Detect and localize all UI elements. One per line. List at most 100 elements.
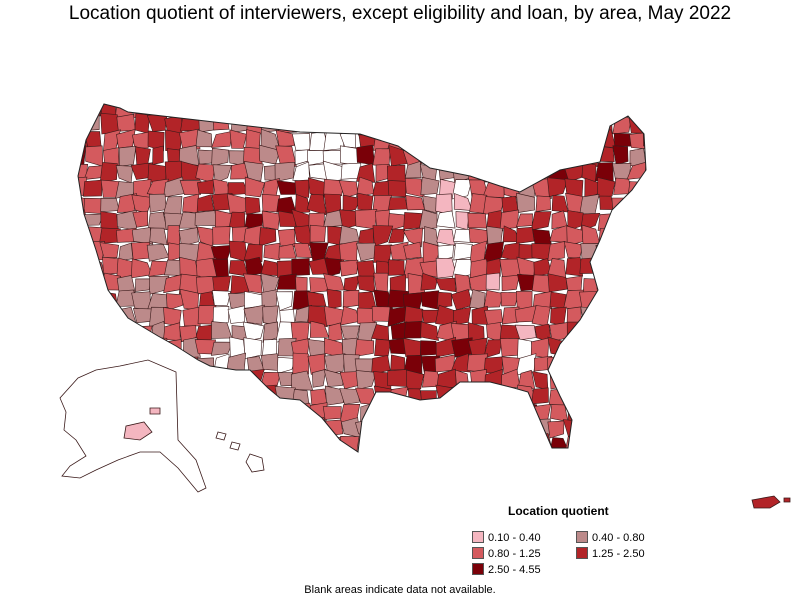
area-region bbox=[645, 353, 646, 374]
area-region bbox=[163, 322, 181, 341]
area-region bbox=[181, 368, 202, 389]
legend-swatch bbox=[576, 531, 588, 543]
area-region bbox=[294, 304, 313, 323]
area-region bbox=[628, 307, 646, 326]
area-region bbox=[613, 453, 631, 470]
area-region bbox=[324, 114, 345, 135]
area-region bbox=[258, 227, 277, 247]
area-region bbox=[518, 416, 534, 438]
area-region bbox=[597, 353, 615, 371]
legend-swatch bbox=[472, 547, 484, 559]
area-region bbox=[402, 227, 424, 248]
hawaii-island-1 bbox=[215, 431, 227, 441]
area-region bbox=[450, 131, 468, 149]
area-region bbox=[228, 449, 248, 452]
area-region bbox=[371, 104, 393, 118]
area-region bbox=[99, 162, 118, 184]
area-region bbox=[309, 224, 327, 243]
area-region bbox=[613, 273, 631, 294]
area-region bbox=[643, 245, 646, 264]
area-region bbox=[245, 421, 264, 439]
area-region bbox=[227, 305, 245, 324]
area-region bbox=[516, 113, 538, 132]
area-region bbox=[180, 112, 201, 132]
area-region bbox=[422, 401, 439, 419]
area-region bbox=[499, 129, 520, 151]
area-region bbox=[323, 178, 345, 198]
area-region bbox=[436, 291, 453, 309]
area-region bbox=[469, 436, 487, 452]
area-region bbox=[551, 194, 569, 213]
area-region bbox=[323, 369, 346, 387]
area-region bbox=[597, 453, 617, 471]
area-region bbox=[405, 369, 425, 391]
area-region bbox=[596, 322, 617, 339]
area-region bbox=[435, 277, 457, 293]
area-region bbox=[119, 145, 137, 167]
area-region bbox=[532, 133, 549, 151]
area-region bbox=[594, 162, 614, 181]
area-region bbox=[643, 321, 646, 341]
area-region bbox=[547, 177, 568, 197]
area-region bbox=[148, 211, 168, 230]
area-region bbox=[115, 165, 134, 184]
area-region bbox=[403, 241, 422, 260]
area-region bbox=[582, 340, 601, 360]
area-region bbox=[211, 321, 233, 339]
area-region bbox=[611, 435, 630, 452]
legend-swatch bbox=[472, 531, 484, 543]
area-region bbox=[323, 353, 346, 375]
area-region bbox=[179, 180, 202, 195]
area-region bbox=[131, 291, 151, 312]
area-region bbox=[627, 181, 646, 198]
area-region bbox=[642, 128, 646, 147]
area-region bbox=[291, 370, 314, 391]
area-region bbox=[197, 452, 213, 468]
area-region bbox=[452, 160, 472, 183]
area-region bbox=[242, 104, 262, 118]
area-region bbox=[580, 433, 600, 452]
area-region bbox=[196, 372, 215, 390]
area-region bbox=[486, 257, 501, 278]
area-region bbox=[483, 450, 501, 452]
area-region bbox=[261, 210, 281, 230]
area-region bbox=[372, 148, 391, 167]
area-region bbox=[453, 384, 471, 407]
area-region bbox=[403, 104, 425, 119]
area-region bbox=[419, 434, 441, 452]
area-region bbox=[643, 117, 646, 135]
area-region bbox=[485, 272, 501, 291]
area-region bbox=[645, 194, 646, 214]
area-region bbox=[420, 272, 438, 291]
area-region bbox=[372, 225, 394, 247]
area-region bbox=[515, 213, 533, 228]
area-region bbox=[163, 196, 183, 216]
area-region bbox=[484, 403, 505, 421]
area-region bbox=[212, 275, 232, 294]
area-region bbox=[276, 356, 296, 375]
area-region bbox=[597, 368, 615, 389]
area-region bbox=[629, 147, 646, 168]
area-region bbox=[244, 403, 265, 422]
area-region bbox=[115, 338, 137, 359]
area-region bbox=[629, 436, 646, 452]
area-region bbox=[78, 224, 86, 246]
area-region bbox=[78, 131, 89, 148]
legend-item-3: 1.25 - 2.50 bbox=[576, 547, 645, 561]
area-region bbox=[78, 259, 90, 278]
area-region bbox=[291, 133, 311, 151]
legend-item-1: 0.40 - 0.80 bbox=[576, 531, 645, 545]
area-region bbox=[387, 180, 407, 198]
area-region bbox=[547, 241, 566, 262]
area-region bbox=[135, 146, 151, 166]
area-region bbox=[389, 435, 408, 452]
area-region bbox=[564, 389, 584, 407]
area-region bbox=[167, 242, 181, 262]
area-region bbox=[196, 194, 215, 212]
area-region bbox=[420, 176, 440, 196]
area-region bbox=[643, 450, 646, 452]
area-region bbox=[610, 337, 630, 359]
area-region bbox=[260, 259, 280, 277]
area-region bbox=[516, 192, 535, 213]
area-region bbox=[642, 258, 646, 280]
